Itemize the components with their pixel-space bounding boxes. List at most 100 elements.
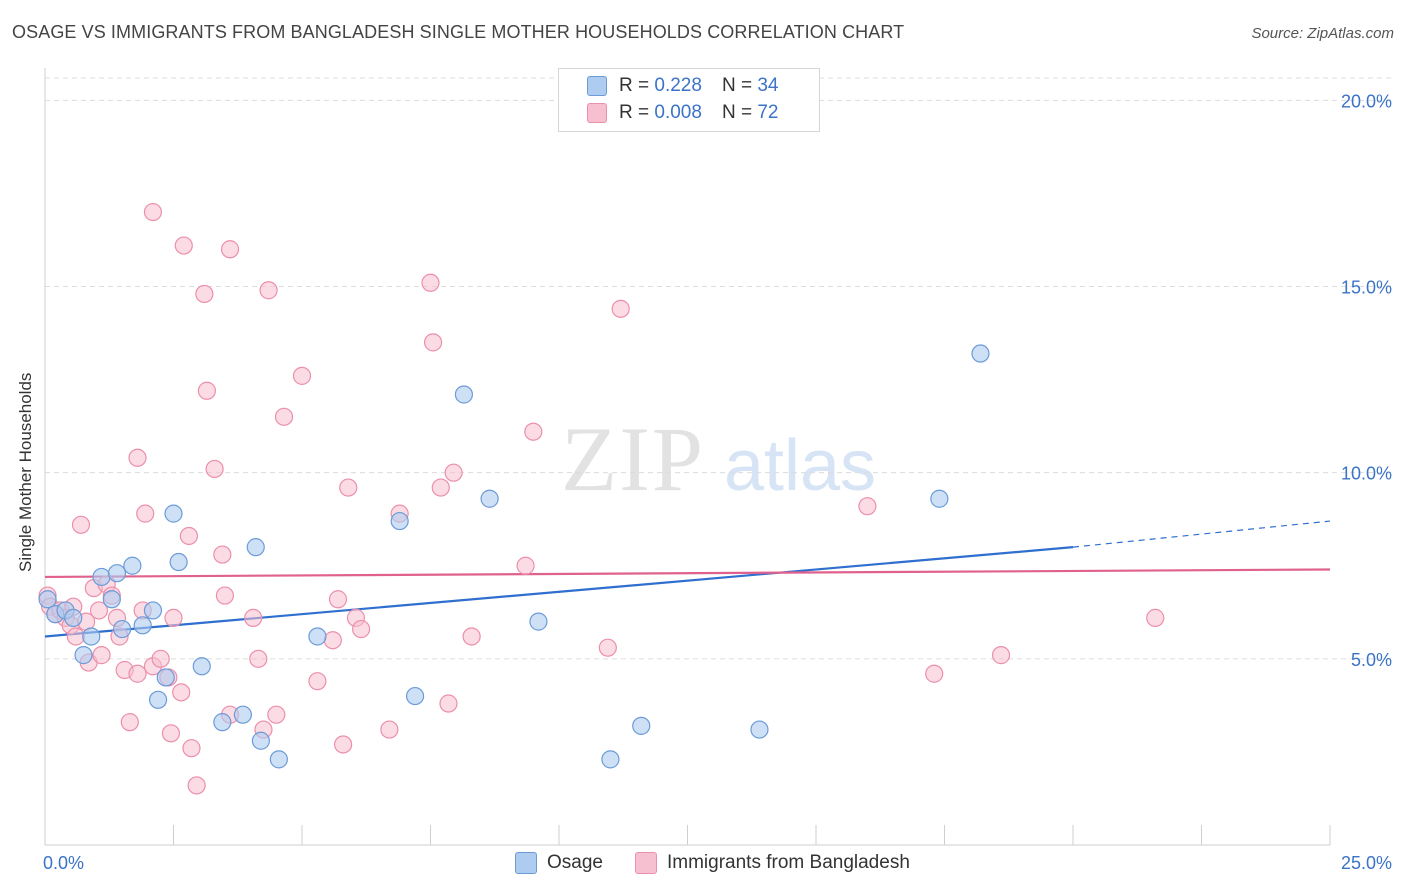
y-tick-label: 5.0%: [1351, 650, 1392, 670]
bangladesh-point: [215, 586, 234, 605]
source-label: Source: ZipAtlas.com: [1251, 25, 1394, 42]
bangladesh-point: [274, 407, 294, 426]
series-name-osage: Osage: [547, 852, 603, 873]
series-name-bangladesh: Immigrants from Bangladesh: [667, 852, 910, 873]
bangladesh-point: [858, 497, 877, 516]
x-tick-label: 0.0%: [43, 853, 84, 873]
osage-point: [192, 657, 211, 676]
bangladesh-point: [1146, 608, 1165, 627]
osage-point: [246, 538, 265, 557]
bangladesh-point: [182, 739, 201, 758]
bangladesh-point: [136, 504, 155, 523]
osage-point: [269, 750, 288, 769]
osage-point: [74, 646, 93, 665]
bangladesh-point: [213, 545, 232, 564]
bangladesh-point: [71, 515, 91, 534]
bangladesh-point: [172, 683, 191, 702]
legend-row-bangladesh: R = 0.008 N = 72: [587, 100, 778, 126]
osage-point: [169, 552, 188, 572]
x-tick-label: 25.0%: [1341, 853, 1392, 873]
bangladesh-point: [339, 478, 358, 497]
y-tick-label: 10.0%: [1341, 464, 1392, 484]
osage-point: [251, 731, 270, 750]
series-swatch-osage: [515, 852, 537, 874]
bangladesh-point: [462, 627, 481, 646]
bangladesh-point: [516, 556, 535, 575]
osage-trend-line: [44, 546, 1074, 638]
osage-point: [92, 567, 111, 587]
bangladesh-point: [66, 627, 85, 646]
bangladesh-point: [423, 333, 443, 352]
bangladesh-point: [292, 366, 312, 385]
legend-r-value: 0.228: [654, 75, 702, 96]
bangladesh-point: [249, 649, 268, 668]
bangladesh-point: [444, 463, 463, 482]
legend-r-label: R =: [619, 102, 650, 123]
osage-trend-extension: [1072, 520, 1331, 548]
osage-point: [529, 612, 548, 631]
bangladesh-trend-line: [44, 568, 1331, 579]
osage-point: [213, 713, 232, 732]
bangladesh-point: [164, 608, 183, 627]
osage-point: [82, 627, 101, 646]
bangladesh-point: [431, 478, 450, 497]
osage-point: [123, 556, 142, 575]
watermark: ZIP atlas: [561, 408, 876, 510]
bangladesh-point: [439, 694, 458, 713]
bangladesh-point: [143, 202, 163, 222]
bangladesh-point: [259, 281, 278, 300]
legend-n-label: N =: [721, 102, 753, 123]
osage-point: [133, 616, 152, 635]
bangladesh-point: [323, 631, 342, 650]
osage-point: [233, 705, 252, 724]
legend-n-label: N =: [721, 75, 753, 96]
bangladesh-point: [267, 705, 286, 724]
bangladesh-point: [524, 422, 543, 441]
bangladesh-point: [89, 601, 109, 620]
legend-swatch-bangladesh: [587, 103, 607, 123]
bangladesh-point: [197, 381, 217, 400]
watermark-atlas: atlas: [724, 426, 876, 506]
bangladesh-point: [611, 299, 630, 318]
y-tick-label: 20.0%: [1341, 91, 1392, 111]
y-tick-label: 15.0%: [1341, 278, 1392, 298]
osage-point: [930, 489, 949, 508]
bangladesh-point: [151, 649, 170, 668]
osage-point: [148, 690, 168, 709]
osage-point: [112, 619, 132, 639]
bangladesh-point: [174, 236, 193, 255]
osage-point: [632, 716, 651, 735]
osage-point: [308, 627, 327, 646]
bangladesh-point: [308, 672, 327, 691]
osage-point: [143, 601, 163, 620]
bangladesh-point: [334, 735, 353, 754]
bangladesh-point: [161, 724, 181, 743]
bangladesh-point: [421, 273, 440, 292]
chart-title: OSAGE VS IMMIGRANTS FROM BANGLADESH SING…: [12, 22, 905, 42]
axes: [44, 68, 1331, 846]
legend-r-value: 0.008: [654, 102, 702, 123]
osage-point: [390, 511, 409, 531]
bangladesh-point: [195, 284, 214, 304]
bangladesh-point: [598, 638, 617, 657]
series-legend: Osage Immigrants from Bangladesh: [0, 852, 1406, 878]
correlation-legend: R = 0.228 N = 34 R = 0.008 N = 72: [558, 68, 820, 132]
bangladesh-point: [352, 619, 371, 639]
legend-n-value: 72: [757, 102, 779, 123]
legend-r-label: R =: [619, 75, 650, 96]
bangladesh-point: [244, 608, 263, 627]
bangladesh-point: [179, 526, 199, 546]
osage-point: [405, 686, 425, 706]
osage-point: [107, 564, 127, 583]
legend-row-osage: R = 0.228 N = 34: [587, 73, 778, 99]
bangladesh-point: [991, 646, 1011, 665]
bangladesh-point: [205, 459, 224, 479]
osage-point: [971, 344, 990, 363]
series-legend-bangladesh: Immigrants from Bangladesh: [635, 852, 910, 874]
bangladesh-point: [128, 448, 147, 467]
osage-point: [480, 489, 499, 508]
osage-point: [601, 750, 620, 769]
osage-point: [454, 385, 474, 404]
gridlines: [45, 77, 1392, 660]
